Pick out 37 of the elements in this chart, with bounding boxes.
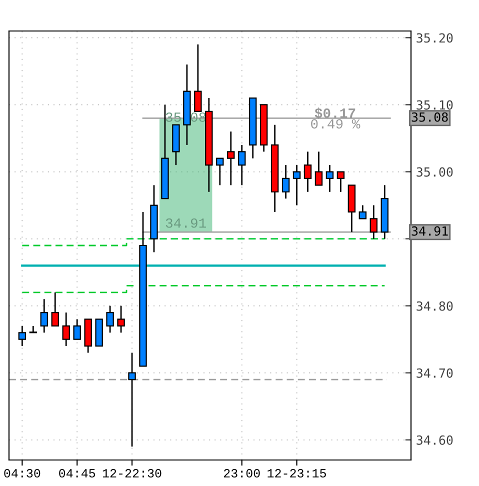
y-tick-label: 34.60 bbox=[416, 435, 453, 445]
candlestick bbox=[358, 204, 367, 220]
y-tick-label: 35.20 bbox=[416, 33, 453, 43]
candlestick bbox=[292, 164, 301, 206]
candlestick bbox=[216, 158, 224, 186]
candlestick bbox=[227, 130, 235, 186]
y-tick-label: 35.00 bbox=[416, 167, 453, 177]
candlestick bbox=[326, 164, 334, 193]
y-tick-label: 34.70 bbox=[416, 368, 453, 378]
candlestick bbox=[194, 44, 202, 112]
candlestick bbox=[370, 204, 378, 240]
y-tick-label: 35.10 bbox=[416, 100, 453, 110]
x-tick-label: 04:45 bbox=[59, 469, 96, 478]
y-tick-label: 34.80 bbox=[416, 301, 453, 311]
candlestick bbox=[238, 144, 246, 186]
candlestick bbox=[106, 305, 114, 334]
annotation: 35.08 bbox=[166, 112, 206, 122]
x-tick-label: 12-23:15 bbox=[268, 469, 326, 478]
candlestick bbox=[304, 150, 312, 193]
annotation: 34.91 bbox=[166, 218, 206, 228]
ref-line-label: 35.08 bbox=[412, 112, 448, 122]
x-tick-label: 23:00 bbox=[224, 469, 260, 478]
candlestick bbox=[62, 312, 70, 347]
candlestick bbox=[336, 171, 345, 193]
x-tick-label: 04:30 bbox=[4, 469, 40, 478]
candlestick bbox=[18, 325, 26, 347]
candlestick bbox=[282, 164, 290, 200]
annotation: 0.49 % bbox=[311, 119, 360, 129]
candlestick bbox=[314, 150, 323, 186]
candlestick bbox=[73, 318, 81, 340]
ref-line-label: 34.91 bbox=[412, 226, 448, 236]
annotation: $0.17 bbox=[314, 108, 356, 119]
candlestick bbox=[128, 352, 136, 448]
x-tick-label: 12-22:30 bbox=[102, 469, 162, 478]
candlestick bbox=[40, 298, 48, 334]
candlestick bbox=[51, 292, 59, 327]
candlestick bbox=[117, 305, 125, 334]
